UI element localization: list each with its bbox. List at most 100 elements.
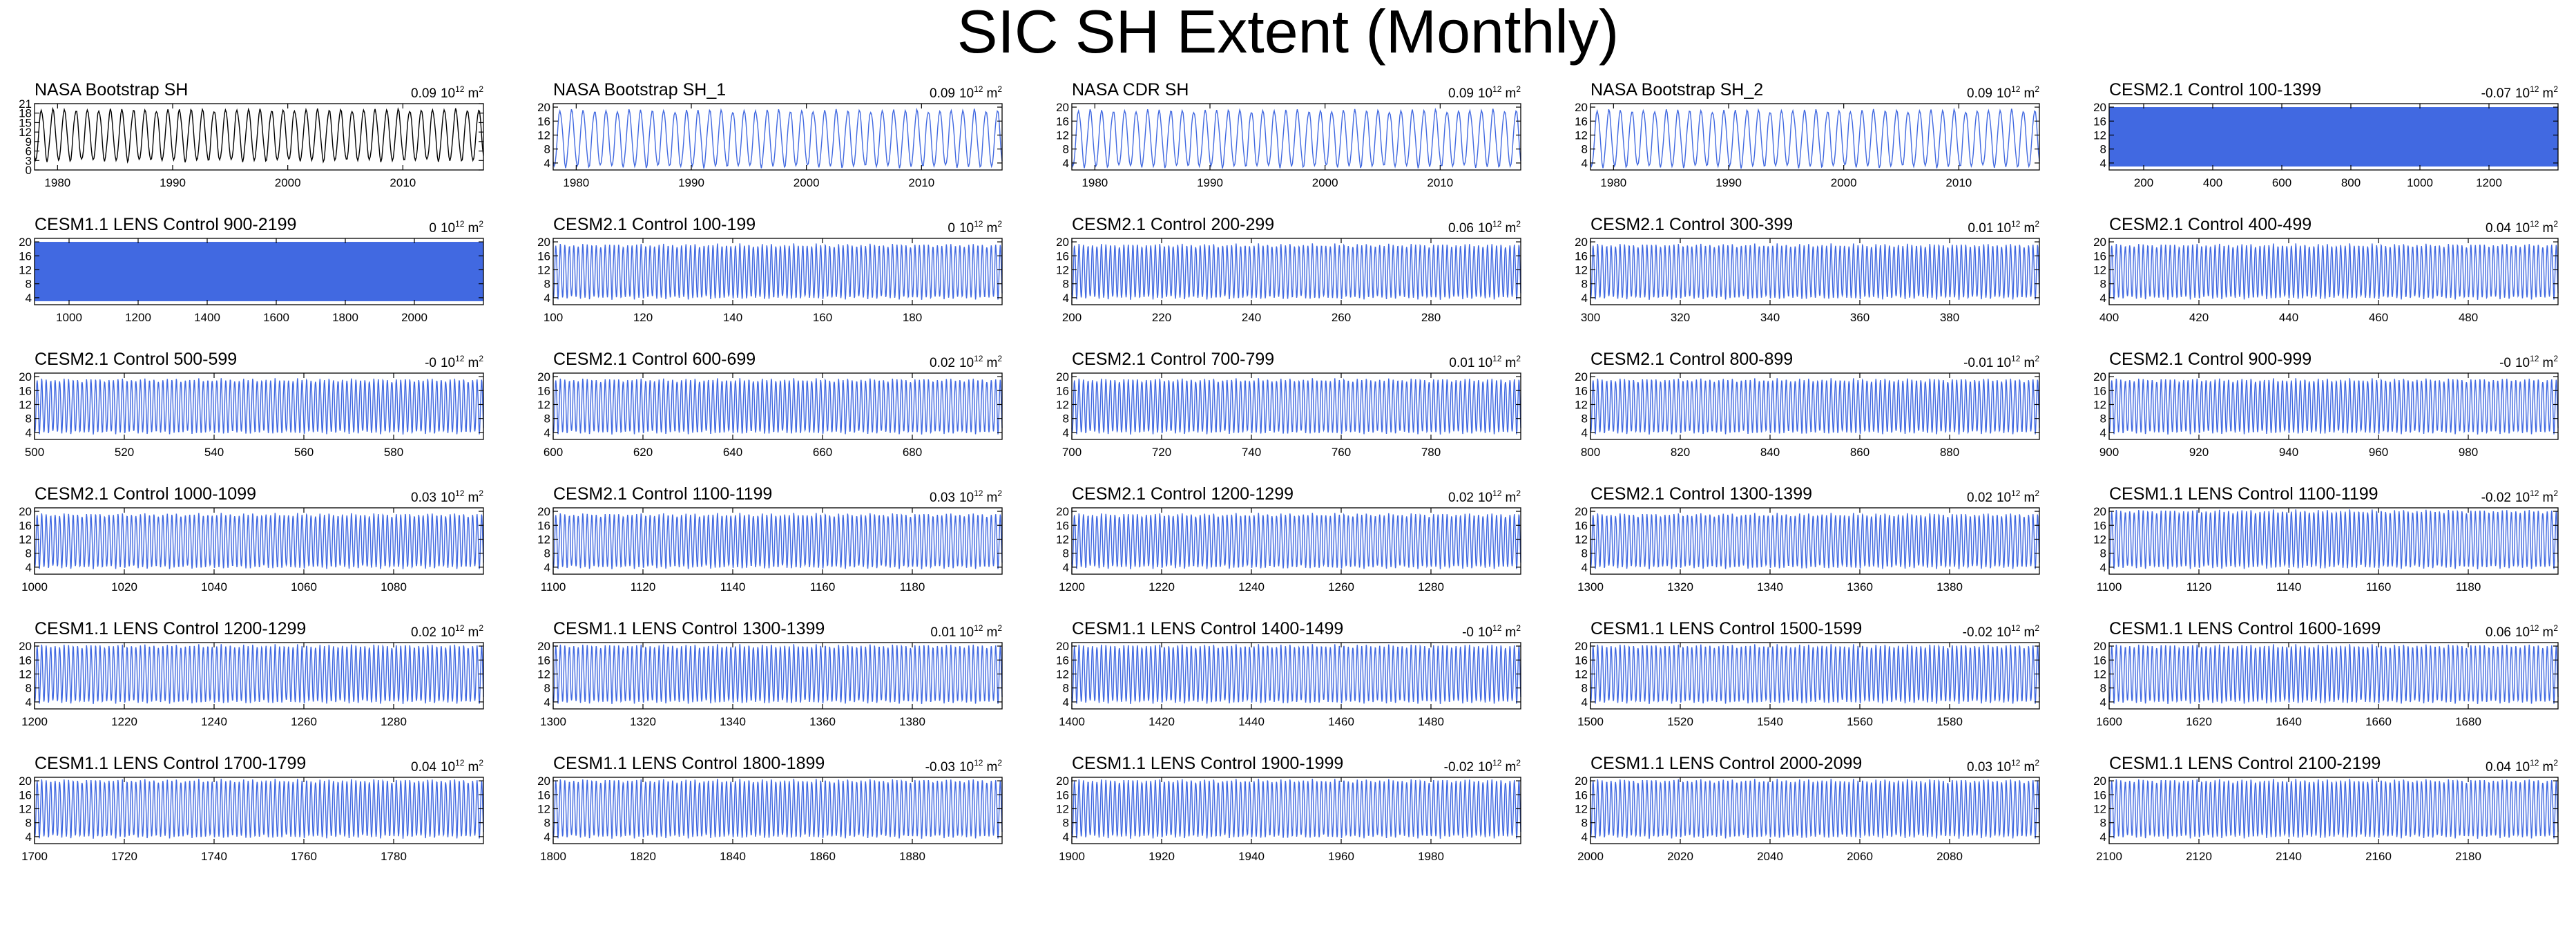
y-tick-label: 20: [1056, 775, 1069, 788]
trend-value: -0.01: [1963, 356, 1993, 370]
x-tick-label: 1900: [1059, 850, 1085, 863]
x-tick-label: 1560: [1847, 715, 1873, 728]
x-tick-label: 1160: [810, 580, 836, 594]
plot-frame: [1590, 372, 2040, 440]
y-tick-label: 15: [19, 116, 32, 129]
chart-panel: NASA CDR SH 0.09 1012 m2 4 8 12 16 20 1980 1990 200…: [1056, 75, 1555, 206]
trend-label: 0.02 1012 m2: [411, 623, 483, 640]
trend-unit: m: [1505, 491, 1516, 505]
x-tick-label: 140: [723, 311, 742, 324]
chart-svg: CESM1.1 LENS Control 1100-1199 -0.02 1012 m…: [2093, 484, 2559, 594]
trend-value: 0.02: [930, 356, 955, 370]
y-tick-label: 20: [1575, 505, 1588, 518]
y-tick-label: 8: [26, 412, 32, 426]
panel-title: CESM2.1 Control 200-299: [1072, 215, 1274, 234]
chart-svg: CESM2.1 Control 600-699 0.02 1012 m24812162…: [537, 350, 1003, 459]
plot-frame: [2108, 642, 2559, 710]
chart-panel: NASA Bootstrap SH_2 0.09 1012 m2 4 8 12 16 20 198…: [1575, 75, 2074, 206]
trend-unit: m: [2024, 221, 2035, 236]
y-tick-label: 16: [2093, 654, 2106, 667]
y-tick-label: 4: [1063, 292, 1069, 305]
trend-unit: m: [2024, 356, 2035, 370]
y-tick-label: 8: [544, 682, 550, 695]
plot-frame: [2108, 238, 2559, 305]
x-tick-label: 2010: [908, 176, 934, 189]
x-tick-label: 540: [204, 446, 224, 459]
x-tick-label: 1540: [1757, 715, 1783, 728]
trend-base: 10: [1478, 491, 1492, 505]
y-tick-label: 12: [19, 263, 32, 276]
trend-label: -0 1012 m2: [2499, 354, 2558, 370]
y-tick-label: 8: [1063, 143, 1069, 156]
trend-base: 10: [2515, 625, 2530, 640]
chart-panel: CESM2.1 Control 1300-1399 0.02 1012 m2 4 8 12 1…: [1575, 479, 2074, 610]
trend-label: 0.09 1012 m2: [411, 84, 483, 101]
y-tick-label: 16: [2093, 788, 2106, 801]
series-line: [2108, 509, 2559, 569]
x-tick-label: 1000: [21, 580, 48, 594]
trend-unit-exp: 2: [1516, 623, 1521, 633]
trend-exp: 12: [455, 84, 465, 94]
y-tick-label: 4: [1063, 157, 1069, 170]
panel-title: CESM1.1 LENS Control 1200-1299: [35, 619, 306, 638]
trend-exp: 12: [1492, 758, 1502, 768]
y-tick-label: 4: [26, 561, 32, 574]
chart-svg: CESM1.1 LENS Control 1200-1299 0.02 1012 m2…: [19, 619, 484, 728]
x-tick-label: 1220: [1148, 580, 1175, 594]
y-tick-label: 4: [1582, 157, 1588, 170]
y-tick-label: 8: [1582, 278, 1588, 291]
x-tick-label: 2010: [1427, 176, 1453, 189]
x-tick-label: 1880: [899, 850, 925, 863]
x-tick-label: 1980: [563, 176, 589, 189]
y-tick-label: 16: [1056, 654, 1069, 667]
y-tick-label: 8: [1063, 278, 1069, 291]
y-tick-label: 4: [2100, 561, 2106, 574]
y-tick-label: 20: [1575, 640, 1588, 653]
trend-base: 10: [1478, 356, 1492, 370]
y-tick-label: 20: [1575, 101, 1588, 114]
trend-unit: m: [2024, 760, 2035, 775]
x-tick-label: 200: [1062, 311, 1082, 324]
y-tick-label: 16: [19, 519, 32, 532]
trend-base: 10: [2515, 221, 2530, 236]
trend-unit: m: [2542, 625, 2553, 640]
panel-title: CESM2.1 Control 1000-1099: [35, 484, 256, 504]
trend-exp: 12: [974, 84, 983, 94]
x-tick-label: 1840: [720, 850, 746, 863]
chart-panel: CESM1.1 LENS Control 1100-1199 -0.02 1012 m…: [2093, 479, 2576, 610]
y-tick-label: 20: [19, 775, 32, 788]
y-tick-label: 8: [2100, 817, 2106, 830]
y-tick-label: 16: [2093, 115, 2106, 128]
series-line: [2108, 644, 2559, 704]
x-tick-label: 520: [115, 446, 134, 459]
series-line: [34, 644, 484, 704]
trend-value: 0.06: [2486, 625, 2511, 640]
trend-value: 0.09: [930, 86, 955, 101]
trend-unit: m: [2542, 491, 2553, 505]
series-line: [2108, 779, 2559, 839]
y-tick-label: 8: [1063, 547, 1069, 560]
x-tick-label: 560: [294, 446, 314, 459]
y-tick-label: 12: [1056, 129, 1069, 142]
y-tick-label: 3: [26, 154, 32, 167]
trend-unit: m: [468, 760, 479, 775]
trend-base: 10: [2515, 760, 2530, 775]
y-tick-label: 16: [1575, 654, 1588, 667]
series-line: [2108, 378, 2559, 435]
plot-frame: [552, 642, 1003, 710]
y-tick-label: 8: [2100, 412, 2106, 426]
x-tick-label: 1000: [56, 311, 82, 324]
panel-title: CESM2.1 Control 1200-1299: [1072, 484, 1294, 504]
trend-value: 0.02: [1967, 491, 1992, 505]
x-tick-label: 1200: [21, 715, 48, 728]
trend-base: 10: [1478, 86, 1492, 101]
x-tick-label: 580: [384, 446, 403, 459]
x-tick-label: 280: [1421, 311, 1441, 324]
chart-svg: CESM2.1 Control 1100-1199 0.03 1012 m248121…: [537, 484, 1003, 594]
y-tick-label: 12: [1056, 533, 1069, 546]
